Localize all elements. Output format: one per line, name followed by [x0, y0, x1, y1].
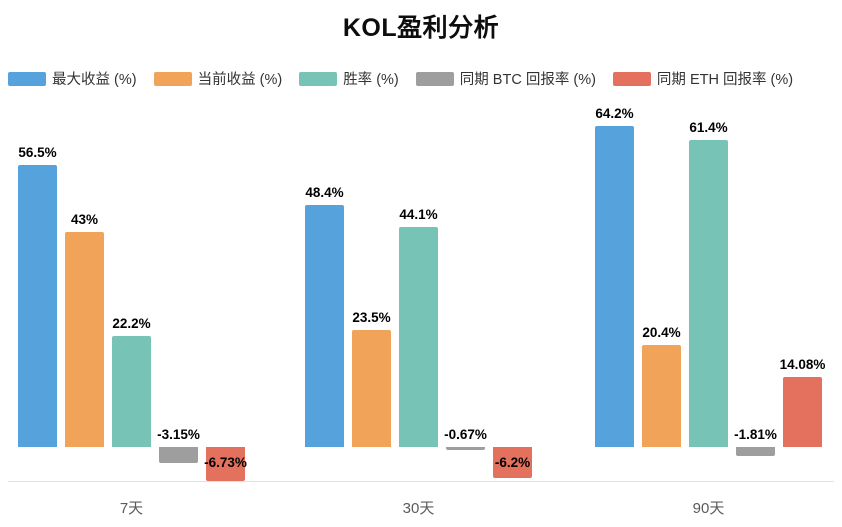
bar-eth-return-1[interactable]	[493, 447, 532, 478]
bar-value-label-win-rate-1: 44.1%	[399, 206, 438, 222]
bar-value-label-btc-return-0: -3.15%	[157, 427, 200, 442]
bar-value-label-max-return-2: 64.2%	[595, 106, 634, 121]
x-axis-label-2: 90天	[692, 500, 725, 517]
legend-swatch-current-return	[153, 71, 192, 86]
bar-current-return-0[interactable]	[65, 232, 104, 447]
legend-swatch-eth-return	[612, 71, 651, 86]
chart-title: KOL盈利分析	[342, 14, 500, 42]
legend-item-current-return[interactable]: 当前收益 (%)	[153, 68, 283, 89]
bar-value-label-current-return-0: 43%	[70, 212, 99, 227]
legend-swatch-win-rate	[299, 71, 338, 86]
bar-value-label-win-rate-2: 61.4%	[689, 120, 728, 135]
bar-btc-return-1[interactable]	[446, 447, 485, 451]
bar-eth-return-2[interactable]	[783, 376, 822, 447]
x-axis-label-0: 7天	[119, 500, 144, 517]
bar-value-label-btc-return-2: -1.81%	[734, 427, 777, 442]
bar-max-return-2[interactable]	[595, 126, 634, 447]
bar-max-return-1[interactable]	[305, 205, 344, 447]
bar-btc-return-2[interactable]	[736, 447, 775, 457]
bar-value-label-current-return-2: 20.4%	[642, 325, 681, 340]
legend-label-eth-return: 同期 ETH 回报率 (%)	[656, 72, 794, 88]
bar-value-label-win-rate-0: 22.2%	[112, 316, 151, 331]
bar-value-label-max-return-0: 56.5%	[18, 144, 57, 160]
bar-max-return-0[interactable]	[18, 164, 57, 447]
bar-value-label-eth-return-0: -6.73%	[204, 455, 247, 470]
bar-value-label-btc-return-1: -0.67%	[444, 427, 487, 442]
legend-swatch-btc-return	[415, 71, 454, 86]
legend-item-btc-return[interactable]: 同期 BTC 回报率 (%)	[415, 68, 596, 89]
legend-item-eth-return[interactable]: 同期 ETH 回报率 (%)	[612, 68, 794, 89]
bar-value-label-current-return-1: 23.5%	[352, 309, 391, 325]
legend-label-current-return: 当前收益 (%)	[197, 72, 283, 88]
bar-win-rate-1[interactable]	[399, 226, 438, 447]
legend-label-max-return: 最大收益 (%)	[52, 72, 137, 88]
legend-item-max-return[interactable]: 最大收益 (%)	[8, 68, 137, 89]
bar-value-label-eth-return-2: 14.08%	[779, 356, 826, 372]
bar-win-rate-2[interactable]	[689, 140, 728, 447]
bar-value-label-max-return-1: 48.4%	[305, 185, 344, 200]
legend-item-win-rate[interactable]: 胜率 (%)	[299, 68, 399, 89]
x-axis-label-1: 30天	[402, 500, 435, 517]
bar-value-label-eth-return-1: -6.2%	[494, 455, 531, 470]
bar-current-return-2[interactable]	[642, 345, 681, 447]
legend-label-win-rate: 胜率 (%)	[343, 72, 399, 88]
bar-btc-return-0[interactable]	[159, 447, 198, 463]
bar-current-return-1[interactable]	[352, 329, 391, 447]
legend-swatch-max-return	[8, 71, 46, 86]
x-axis-line	[8, 481, 834, 482]
bar-eth-return-0[interactable]	[206, 447, 245, 481]
legend-label-btc-return: 同期 BTC 回报率 (%)	[459, 72, 596, 88]
bar-win-rate-0[interactable]	[112, 336, 151, 447]
legend: 最大收益 (%) 当前收益 (%) 胜率 (%) 同期 BTC 回报率 (%) 同期 E…	[8, 68, 840, 89]
